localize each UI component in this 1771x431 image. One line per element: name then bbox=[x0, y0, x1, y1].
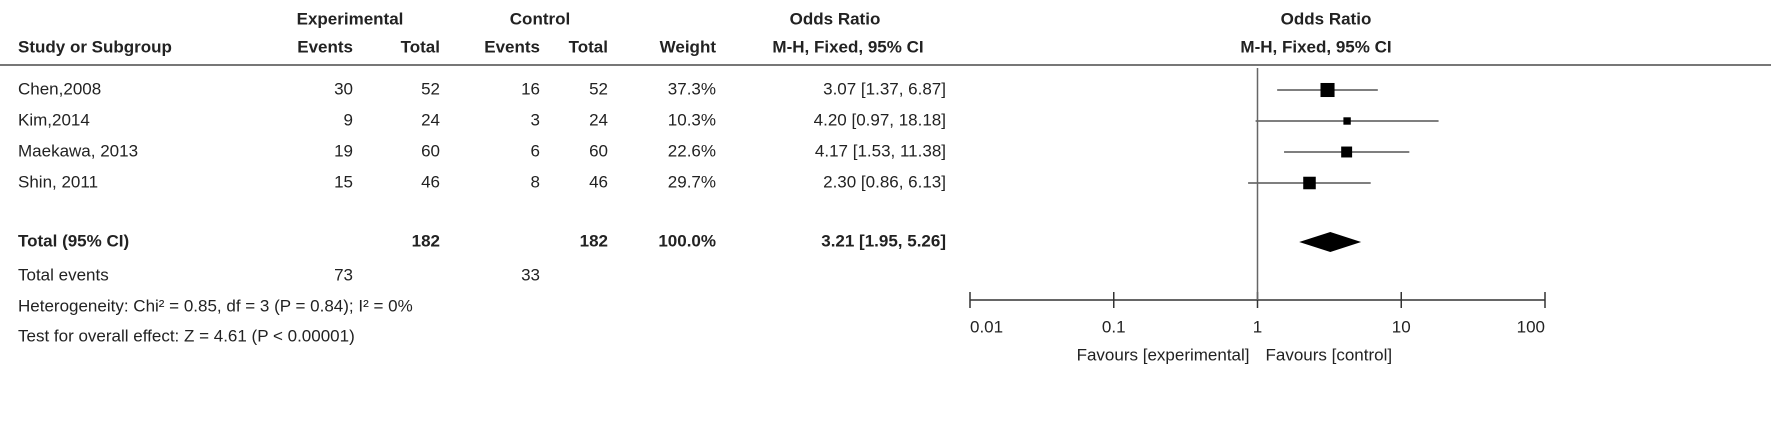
favours-right: Favours [control] bbox=[1266, 345, 1393, 364]
ctl-total: 24 bbox=[589, 110, 608, 129]
ci-label: 4.17 [1.53, 11.38] bbox=[815, 141, 946, 160]
study-square bbox=[1341, 146, 1353, 158]
x-tick-label: 0.01 bbox=[970, 317, 1003, 336]
exp-total: 60 bbox=[421, 141, 440, 160]
ci-label: 3.07 [1.37, 6.87] bbox=[823, 79, 946, 98]
x-tick-label: 1 bbox=[1253, 317, 1262, 336]
group-header: Odds Ratio bbox=[790, 9, 881, 28]
group-header: Control bbox=[510, 9, 570, 28]
column-header: M-H, Fixed, 95% CI bbox=[1240, 37, 1391, 56]
ctl-total: 60 bbox=[589, 141, 608, 160]
column-header: M-H, Fixed, 95% CI bbox=[772, 37, 923, 56]
favours-left: Favours [experimental] bbox=[1077, 345, 1250, 364]
study-name: Chen,2008 bbox=[18, 79, 101, 98]
ctl-events: 6 bbox=[531, 141, 540, 160]
total-ci-label: 3.21 [1.95, 5.26] bbox=[821, 231, 946, 250]
exp-events: 19 bbox=[334, 141, 353, 160]
group-header: Experimental bbox=[297, 9, 404, 28]
study-name: Shin, 2011 bbox=[18, 172, 98, 191]
x-tick-label: 10 bbox=[1392, 317, 1411, 336]
total-events-exp: 73 bbox=[334, 265, 353, 284]
note: Test for overall effect: Z = 4.61 (P < 0… bbox=[18, 326, 355, 345]
weight: 10.3% bbox=[668, 110, 716, 129]
exp-events: 9 bbox=[344, 110, 353, 129]
column-header: Total bbox=[401, 37, 440, 56]
note: Heterogeneity: Chi² = 0.85, df = 3 (P = … bbox=[18, 296, 413, 315]
column-header: Events bbox=[484, 37, 540, 56]
ctl-total: 52 bbox=[589, 79, 608, 98]
column-header: Total bbox=[569, 37, 608, 56]
ci-label: 4.20 [0.97, 18.18] bbox=[814, 110, 946, 129]
exp-total: 52 bbox=[421, 79, 440, 98]
total-events-name: Total events bbox=[18, 265, 109, 284]
weight: 29.7% bbox=[668, 172, 716, 191]
total-exp: 182 bbox=[412, 231, 440, 250]
weight: 37.3% bbox=[668, 79, 716, 98]
column-header: Weight bbox=[660, 37, 717, 56]
exp-total: 24 bbox=[421, 110, 440, 129]
exp-events: 15 bbox=[334, 172, 353, 191]
study-square bbox=[1343, 117, 1351, 125]
exp-total: 46 bbox=[421, 172, 440, 191]
ci-label: 2.30 [0.86, 6.13] bbox=[823, 172, 946, 191]
column-header: Events bbox=[297, 37, 353, 56]
ctl-total: 46 bbox=[589, 172, 608, 191]
study-square bbox=[1303, 176, 1316, 190]
total-weight: 100.0% bbox=[658, 231, 716, 250]
ctl-events: 8 bbox=[531, 172, 540, 191]
ctl-events: 16 bbox=[521, 79, 540, 98]
total-ctl: 182 bbox=[580, 231, 608, 250]
weight: 22.6% bbox=[668, 141, 716, 160]
study-name: Kim,2014 bbox=[18, 110, 90, 129]
x-tick-label: 0.1 bbox=[1102, 317, 1126, 336]
exp-events: 30 bbox=[334, 79, 353, 98]
column-header: Study or Subgroup bbox=[18, 37, 172, 56]
ctl-events: 3 bbox=[531, 110, 540, 129]
group-header: Odds Ratio bbox=[1281, 9, 1372, 28]
study-name: Maekawa, 2013 bbox=[18, 141, 138, 160]
total-name: Total (95% CI) bbox=[18, 231, 129, 250]
total-events-ctl: 33 bbox=[521, 265, 540, 284]
study-square bbox=[1320, 82, 1335, 98]
x-tick-label: 100 bbox=[1517, 317, 1545, 336]
total-diamond bbox=[1299, 232, 1362, 252]
